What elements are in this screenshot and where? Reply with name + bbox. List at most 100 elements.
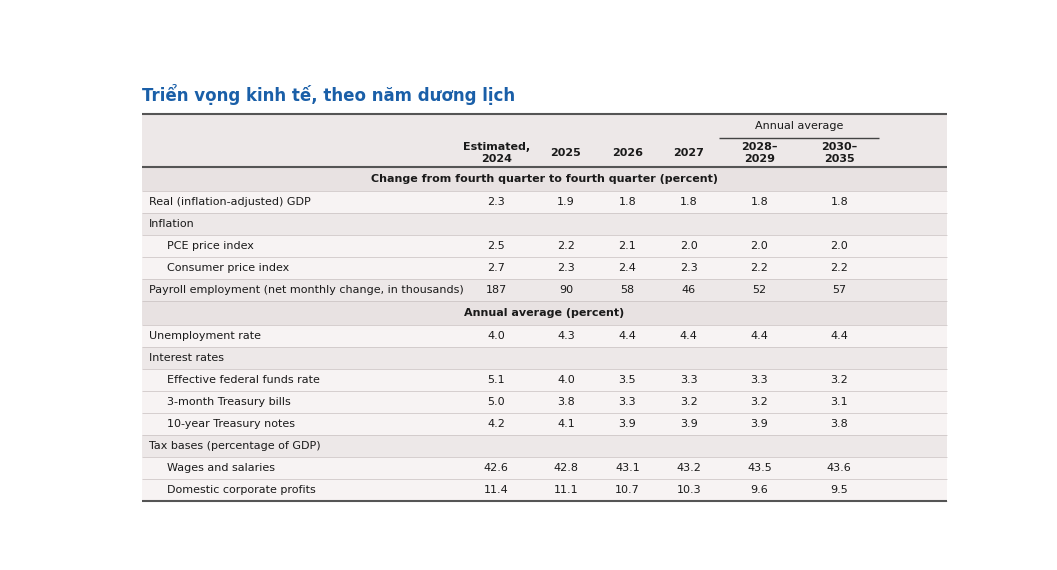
Text: Tax bases (percentage of GDP): Tax bases (percentage of GDP): [148, 441, 320, 451]
Text: Domestic corporate profits: Domestic corporate profits: [167, 484, 315, 495]
Text: 2.0: 2.0: [680, 241, 698, 251]
Text: 10.3: 10.3: [676, 484, 701, 495]
Text: 4.1: 4.1: [557, 419, 575, 429]
Text: 57: 57: [832, 285, 847, 295]
Bar: [142, 115, 947, 167]
Text: 11.4: 11.4: [484, 484, 508, 495]
Text: Annual average: Annual average: [755, 121, 843, 131]
Text: 4.4: 4.4: [831, 331, 848, 341]
Text: 1.8: 1.8: [680, 197, 698, 207]
Text: 4.0: 4.0: [487, 331, 505, 341]
Text: 2.3: 2.3: [557, 263, 575, 273]
Text: 3.5: 3.5: [618, 375, 636, 385]
Bar: [142, 192, 947, 213]
Bar: [142, 369, 947, 391]
Bar: [142, 235, 947, 257]
Text: 3.3: 3.3: [750, 375, 768, 385]
Text: 2025: 2025: [551, 148, 581, 158]
Text: 46: 46: [682, 285, 696, 295]
Bar: [142, 213, 947, 235]
Text: 11.1: 11.1: [554, 484, 578, 495]
Bar: [142, 479, 947, 500]
Text: 2.2: 2.2: [557, 241, 575, 251]
Text: Annual average (percent): Annual average (percent): [464, 308, 625, 318]
Text: Effective federal funds rate: Effective federal funds rate: [167, 375, 319, 385]
Text: 43.1: 43.1: [615, 463, 639, 473]
Text: Consumer price index: Consumer price index: [167, 263, 289, 273]
Text: Interest rates: Interest rates: [148, 353, 223, 363]
Text: 5.1: 5.1: [487, 375, 505, 385]
Text: 4.4: 4.4: [618, 331, 636, 341]
Bar: [142, 301, 947, 325]
Text: 2.2: 2.2: [750, 263, 768, 273]
Text: 3.8: 3.8: [831, 419, 848, 429]
Text: 3.2: 3.2: [831, 375, 848, 385]
Bar: [142, 167, 947, 192]
Text: 2028–
2029: 2028– 2029: [741, 142, 778, 164]
Text: 2.5: 2.5: [487, 241, 505, 251]
Text: 1.8: 1.8: [618, 197, 636, 207]
Text: 4.3: 4.3: [557, 331, 575, 341]
Text: 2.7: 2.7: [487, 263, 505, 273]
Text: 2030–
2035: 2030– 2035: [821, 142, 857, 164]
Bar: [142, 279, 947, 301]
Text: 2.0: 2.0: [831, 241, 848, 251]
Bar: [142, 325, 947, 347]
Text: 1.8: 1.8: [750, 197, 768, 207]
Text: 4.0: 4.0: [557, 375, 575, 385]
Text: 3.2: 3.2: [750, 397, 768, 407]
Text: 4.2: 4.2: [487, 419, 505, 429]
Text: 2.2: 2.2: [831, 263, 848, 273]
Text: 5.0: 5.0: [487, 397, 505, 407]
Text: 2026: 2026: [612, 148, 643, 158]
Text: Estimated,
2024: Estimated, 2024: [463, 142, 530, 164]
Text: 187: 187: [485, 285, 507, 295]
Bar: [142, 347, 947, 369]
Text: 9.6: 9.6: [750, 484, 768, 495]
Bar: [142, 257, 947, 279]
Text: Change from fourth quarter to fourth quarter (percent): Change from fourth quarter to fourth qua…: [371, 174, 718, 184]
Text: Unemployment rate: Unemployment rate: [148, 331, 260, 341]
Text: Payroll employment (net monthly change, in thousands): Payroll employment (net monthly change, …: [148, 285, 463, 295]
Text: 90: 90: [559, 285, 573, 295]
Text: 4.4: 4.4: [750, 331, 768, 341]
Text: Real (inflation-adjusted) GDP: Real (inflation-adjusted) GDP: [148, 197, 311, 207]
Text: 2.0: 2.0: [750, 241, 768, 251]
Text: Wages and salaries: Wages and salaries: [167, 463, 275, 473]
Text: 2.3: 2.3: [487, 197, 505, 207]
Text: 3.8: 3.8: [557, 397, 575, 407]
Text: 3-month Treasury bills: 3-month Treasury bills: [167, 397, 291, 407]
Text: 1.9: 1.9: [557, 197, 575, 207]
Text: Triển vọng kinh tế, theo năm dương lịch: Triển vọng kinh tế, theo năm dương lịch: [142, 84, 515, 105]
Text: 3.3: 3.3: [680, 375, 698, 385]
Text: 3.3: 3.3: [618, 397, 636, 407]
Text: 3.9: 3.9: [680, 419, 698, 429]
Bar: [142, 413, 947, 435]
Text: 43.5: 43.5: [747, 463, 772, 473]
Bar: [142, 435, 947, 457]
Text: 2.1: 2.1: [618, 241, 636, 251]
Text: 42.6: 42.6: [484, 463, 508, 473]
Bar: [142, 457, 947, 479]
Text: PCE price index: PCE price index: [167, 241, 254, 251]
Text: 9.5: 9.5: [831, 484, 848, 495]
Text: 10.7: 10.7: [615, 484, 639, 495]
Text: 52: 52: [753, 285, 766, 295]
Text: 58: 58: [620, 285, 634, 295]
Text: 1.8: 1.8: [831, 197, 848, 207]
Text: 2.3: 2.3: [680, 263, 698, 273]
Text: 3.9: 3.9: [618, 419, 636, 429]
Text: 42.8: 42.8: [554, 463, 578, 473]
Text: 3.1: 3.1: [831, 397, 848, 407]
Text: 43.2: 43.2: [676, 463, 701, 473]
Text: 3.9: 3.9: [750, 419, 768, 429]
Text: Inflation: Inflation: [148, 219, 194, 229]
Bar: [142, 391, 947, 413]
Text: 10-year Treasury notes: 10-year Treasury notes: [167, 419, 295, 429]
Bar: [142, 115, 947, 500]
Text: 4.4: 4.4: [680, 331, 698, 341]
Text: 2027: 2027: [673, 148, 704, 158]
Text: 3.2: 3.2: [680, 397, 698, 407]
Text: 43.6: 43.6: [827, 463, 852, 473]
Text: 2.4: 2.4: [618, 263, 636, 273]
